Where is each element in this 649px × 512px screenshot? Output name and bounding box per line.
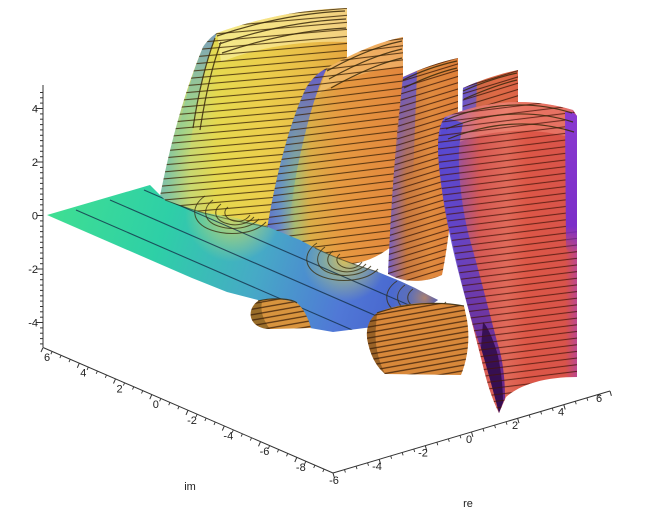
under-lobe-1 <box>250 298 311 329</box>
re-axis-title: re <box>463 498 473 510</box>
im-tick-label: -8 <box>296 462 306 474</box>
im-axis-title: im <box>184 481 196 493</box>
z-tick-label: 0 <box>32 211 38 223</box>
im-tick-label: -4 <box>223 431 233 443</box>
re-tick-label: -2 <box>418 448 428 460</box>
curtain-2-fold-contours <box>326 40 403 89</box>
z-tick-label: -2 <box>28 264 38 276</box>
re-axis-major-ticks <box>332 390 612 478</box>
pole-2-base-rings <box>306 242 379 281</box>
im-tick-label: -2 <box>187 415 197 427</box>
im-tick-label: 0 <box>153 399 159 411</box>
re-axis-minor-ticks <box>344 394 600 473</box>
im-axis-major-ticks <box>40 347 298 463</box>
z-axis-minor-ticks <box>40 92 43 345</box>
z-axis-major-ticks <box>36 108 43 323</box>
z-tick-label: -4 <box>28 318 38 330</box>
pole-curtain-2 <box>264 37 403 266</box>
re-tick-label: -6 <box>329 475 339 487</box>
re-tick-label: 4 <box>558 406 564 418</box>
re-axis-tick-labels: -6 -4 -2 0 2 4 6 <box>329 393 602 487</box>
im-tick-label: 6 <box>44 352 50 364</box>
lobe-1-top-edge <box>257 298 298 304</box>
re-tick-label: 0 <box>466 434 472 446</box>
pole-curtain-3 <box>388 58 458 281</box>
lobe-2-contour-stripes <box>366 302 469 375</box>
curtain-5-fold-contours <box>444 104 575 140</box>
pole-curtain-1 <box>158 8 347 227</box>
z-axis: 4 2 0 -2 -4 <box>28 85 44 347</box>
im-tick-label: 2 <box>116 383 122 395</box>
curtain-4-fold-contours <box>462 72 518 100</box>
under-lobe-2 <box>366 302 469 375</box>
im-axis-minor-ticks <box>50 351 325 473</box>
z-axis-tick-labels: 4 2 0 -2 -4 <box>28 104 38 330</box>
re-tick-label: -4 <box>372 461 382 473</box>
curtain-3-fold-contours <box>402 60 458 89</box>
curtain-5-clip-edge-purple <box>565 111 577 253</box>
re-axis: -6 -4 -2 0 2 4 6 re <box>329 390 612 510</box>
z-tick-label: 4 <box>32 104 38 116</box>
im-axis-tick-labels: 6 4 2 0 -2 -4 -6 -8 <box>44 352 306 474</box>
im-tick-label: -6 <box>260 446 270 458</box>
pole-curtain-5 <box>438 101 577 413</box>
re-tick-label: 6 <box>596 393 602 405</box>
re-tick-label: 2 <box>512 420 518 432</box>
curtain-1-fold-contours <box>192 10 347 131</box>
wall-base-junction-lines <box>164 199 379 273</box>
z-tick-label: 2 <box>32 157 38 169</box>
im-tick-label: 4 <box>80 368 86 380</box>
im-axis: 6 4 2 0 -2 -4 -6 -8 im <box>40 347 334 493</box>
lobe-2-top-edge <box>376 302 465 314</box>
